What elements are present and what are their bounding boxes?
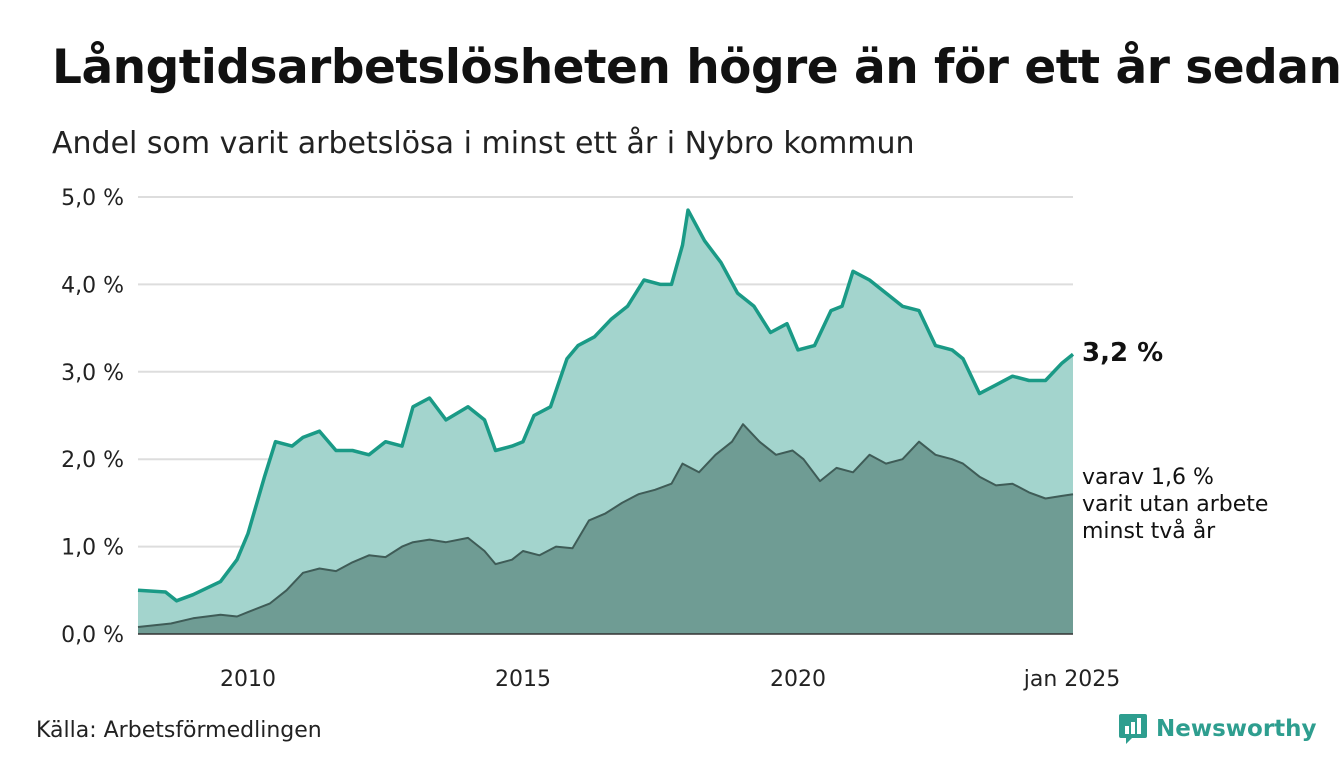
y-tick-label: 1,0 % — [61, 536, 124, 561]
sub-label-line-1: varav 1,6 % — [1082, 465, 1214, 490]
bar-chart-speech-bubble-icon — [1118, 712, 1148, 746]
x-tick-label: 2020 — [770, 667, 826, 692]
y-tick-label: 0,0 % — [61, 623, 124, 648]
x-tick-label: 2010 — [220, 667, 276, 692]
area-two-year — [138, 424, 1073, 634]
x-tick-label: jan 2025 — [1023, 667, 1121, 692]
brand-name: Newsworthy — [1156, 716, 1317, 742]
y-tick-label: 4,0 % — [61, 273, 124, 298]
chart-subtitle: Andel som varit arbetslösa i minst ett å… — [52, 126, 915, 161]
y-tick-label: 5,0 % — [61, 186, 124, 211]
chart-title: Långtidsarbetslösheten högre än för ett … — [52, 40, 1340, 95]
last-value-label: 3,2 % — [1082, 338, 1163, 368]
line-one-year — [137, 208, 1075, 603]
sub-label-line-3: minst två år — [1082, 518, 1216, 544]
line-two-year — [137, 423, 1074, 628]
brand-logo: Newsworthy — [1118, 712, 1317, 746]
y-axis-labels: 0,0 % 1,0 % 2,0 % 3,0 % 4,0 % 5,0 % — [61, 186, 124, 648]
y-tick-label: 2,0 % — [61, 448, 124, 473]
sub-label-line-2: varit utan arbete — [1082, 492, 1268, 517]
y-tick-label: 3,0 % — [61, 361, 124, 386]
source-note: Källa: Arbetsförmedlingen — [36, 718, 322, 743]
x-axis-labels: 2010 2015 2020 jan 2025 — [220, 667, 1120, 692]
x-tick-label: 2015 — [495, 667, 551, 692]
